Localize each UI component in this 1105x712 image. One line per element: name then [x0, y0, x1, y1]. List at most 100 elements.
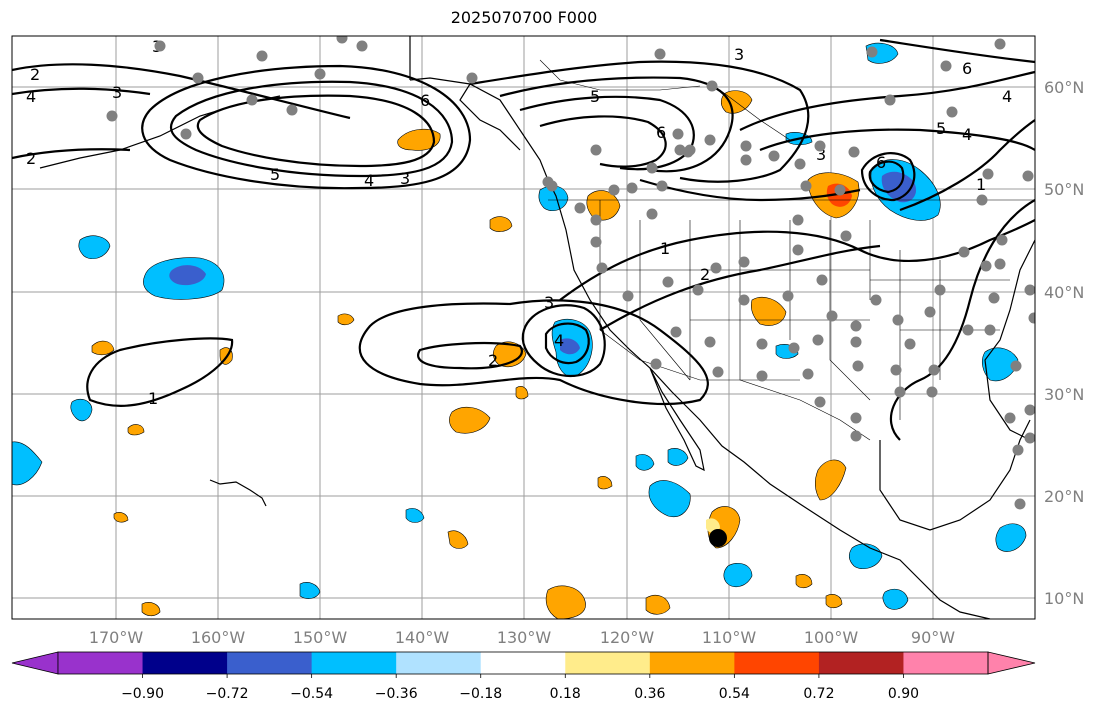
station-dot: [336, 36, 348, 44]
station-dot: [590, 144, 602, 156]
station-dot: [792, 214, 804, 226]
station-dot: [1014, 498, 1026, 510]
latitude-label: 20°N: [1044, 487, 1084, 506]
station-dot: [890, 364, 902, 376]
neg-anomaly-bc: [538, 185, 569, 211]
colorbar-tick-label: −0.54: [290, 686, 333, 702]
station-dot: [840, 230, 852, 242]
station-dot: [704, 134, 716, 146]
pos-anomaly-pac-s3: [141, 602, 161, 617]
colorbar-tick-label: 0.90: [888, 686, 919, 702]
colorbar-segment: [818, 652, 904, 674]
pos-anomaly-se-pac: [545, 585, 586, 619]
station-dot: [812, 334, 824, 346]
station-dot: [672, 128, 684, 140]
contour-ne-3: [879, 38, 1035, 64]
station-dot: [850, 412, 862, 424]
station-dot: [884, 94, 896, 106]
station-dot: [622, 290, 634, 302]
contour-label: 2: [26, 149, 36, 168]
contour-label: 1: [660, 239, 670, 258]
longitude-label: 110°W: [702, 628, 757, 647]
station-dot: [1024, 284, 1035, 296]
station-dot: [988, 292, 1000, 304]
contour-lines: [12, 38, 1035, 441]
pos-anomaly-w-pac1: [91, 340, 115, 356]
latitude-label: 50°N: [1044, 180, 1084, 199]
neg-anomaly-epac6: [667, 448, 689, 466]
station-dot: [834, 184, 846, 196]
station-dot: [792, 244, 804, 256]
station-dot: [646, 208, 658, 220]
colorbar-tick-label: −0.36: [375, 686, 418, 702]
colorbar-segment: [734, 652, 820, 674]
neg-anomaly-epac5: [635, 454, 655, 471]
contour-label: 3: [544, 293, 554, 312]
graticule: [12, 36, 1035, 619]
storm-center-marker: [709, 529, 727, 547]
station-dot: [180, 128, 192, 140]
station-dot: [850, 336, 862, 348]
contour-1-conus: [559, 219, 1035, 301]
contour-low-outer: [358, 299, 709, 405]
colorbar-tick-label: 0.72: [803, 686, 834, 702]
station-dot: [924, 306, 936, 318]
station-dot: [356, 40, 368, 52]
station-dot: [740, 140, 752, 152]
station-dot: [904, 338, 916, 350]
station-dot: [756, 338, 768, 350]
station-dot: [894, 386, 906, 398]
longitude-label: 170°W: [89, 628, 144, 647]
pos-anomaly-canada: [720, 90, 753, 114]
contour-label: 3: [734, 45, 744, 64]
contour-north-3: [519, 95, 695, 171]
station-dot: [590, 236, 602, 248]
station-dot: [154, 40, 166, 52]
colorbar: −0.90 −0.72 −0.54 −0.36 −0.18 0.18 0.36 0.54 0.7…: [11, 651, 1036, 702]
contour-upper-west-1: [12, 63, 351, 120]
station-dot: [654, 48, 666, 60]
station-dot: [1012, 444, 1024, 456]
station-dot: [656, 180, 668, 192]
latitude-label: 40°N: [1044, 283, 1084, 302]
contour-gl-1: [860, 152, 916, 202]
station-dot: [934, 284, 946, 296]
contour-label: 4: [364, 171, 374, 190]
station-dot: [738, 294, 750, 306]
station-dot: [684, 144, 696, 156]
contour-label: 3: [112, 83, 122, 102]
station-dot: [466, 72, 478, 84]
map-frame: [11, 35, 1036, 620]
contour-low-2: [417, 341, 523, 370]
pos-anomaly-midpac2: [337, 313, 355, 326]
station-dot: [626, 182, 638, 194]
contour-1-pacific: [86, 337, 234, 407]
longitude-label: 100°W: [804, 628, 859, 647]
contour-north-1: [469, 60, 810, 183]
station-dot: [982, 168, 994, 180]
pos-anomaly-w-pac3: [127, 424, 145, 436]
station-dot: [756, 370, 768, 382]
contour-low-3: [521, 304, 606, 377]
contour-ridge-ak-1: [141, 64, 472, 190]
pos-anomaly-storm-edge: [706, 518, 720, 533]
station-dot: [946, 106, 958, 118]
coast-hawaii: [209, 479, 267, 507]
station-dot: [106, 110, 118, 122]
pos-anomaly-pac-s5: [825, 594, 843, 609]
contour-gl-3: [899, 119, 1035, 212]
station-dot: [870, 294, 882, 306]
contour-label: 2: [700, 265, 710, 284]
station-dot: [1010, 360, 1022, 372]
station-dot: [802, 368, 814, 380]
colorbar-tick-label: −0.72: [206, 686, 249, 702]
colorbar-segment: [311, 652, 397, 674]
contour-2-conus: [599, 244, 881, 331]
station-dot: [994, 38, 1006, 50]
station-dot: [608, 184, 620, 196]
contour-bc: [639, 178, 861, 202]
station-dot: [590, 214, 602, 226]
station-dot: [596, 262, 608, 274]
station-dot: [710, 262, 722, 274]
station-dot: [712, 366, 724, 378]
